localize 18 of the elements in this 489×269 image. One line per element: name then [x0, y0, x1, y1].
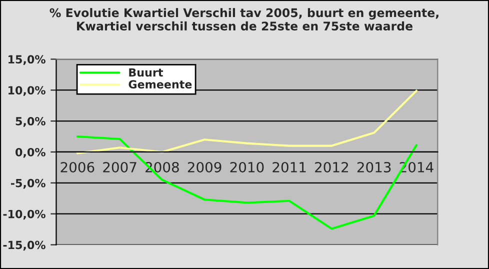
- x-tick-label: 2010: [230, 162, 264, 172]
- x-tick-label: 2007: [103, 162, 136, 172]
- chart-title: % Evolutie Kwartiel Verschil tav 2005, buurt en gemeente, Kwartiel verschil tussen de 25ste en 75ste waarde: [50, 8, 438, 31]
- x-tick-label: 2012: [315, 162, 348, 172]
- legend-label: Buurt: [129, 68, 163, 77]
- legend-label: Gemeente: [128, 80, 192, 89]
- y-tick-label: 0,0%: [16, 148, 46, 158]
- y-tick-label: -15,0%: [3, 240, 46, 251]
- y-tick-label: 15,0%: [8, 55, 46, 65]
- y-tick-label: 5,0%: [16, 117, 46, 127]
- y-tick-label: 10,0%: [8, 86, 46, 96]
- line-series: [76, 90, 418, 154]
- y-tick-label: -5,0%: [10, 178, 46, 189]
- y-tick-label: -10,0%: [3, 210, 46, 220]
- x-tick-label: 2006: [60, 162, 94, 172]
- x-tick-label: 2011: [272, 162, 306, 172]
- x-tick-label: 2013: [357, 162, 391, 172]
- x-tick-label: 2009: [188, 162, 222, 172]
